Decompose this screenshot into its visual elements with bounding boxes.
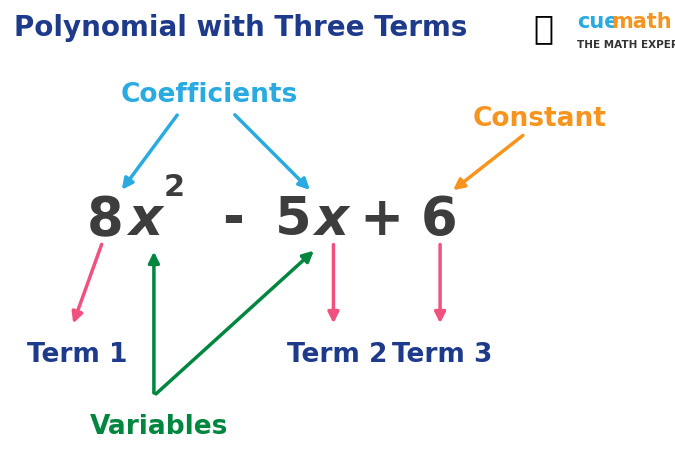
Text: THE MATH EXPERT: THE MATH EXPERT bbox=[577, 40, 675, 50]
Text: Term 2: Term 2 bbox=[288, 343, 387, 368]
Text: 8: 8 bbox=[86, 194, 123, 246]
Text: Term 3: Term 3 bbox=[392, 343, 492, 368]
Text: x: x bbox=[314, 194, 348, 246]
Text: Term 1: Term 1 bbox=[28, 343, 128, 368]
Text: Coefficients: Coefficients bbox=[121, 82, 298, 108]
Text: Polynomial with Three Terms: Polynomial with Three Terms bbox=[14, 14, 467, 42]
Text: Variables: Variables bbox=[89, 414, 227, 439]
Text: 6: 6 bbox=[421, 194, 457, 246]
Text: 2: 2 bbox=[163, 173, 185, 202]
Text: 🚀: 🚀 bbox=[533, 12, 554, 45]
Text: 5: 5 bbox=[275, 194, 312, 246]
Text: Constant: Constant bbox=[473, 106, 607, 131]
Text: math: math bbox=[611, 12, 672, 32]
Text: cue: cue bbox=[577, 12, 618, 32]
Text: +: + bbox=[359, 194, 404, 246]
Text: -: - bbox=[222, 194, 244, 246]
Text: x: x bbox=[128, 194, 162, 246]
